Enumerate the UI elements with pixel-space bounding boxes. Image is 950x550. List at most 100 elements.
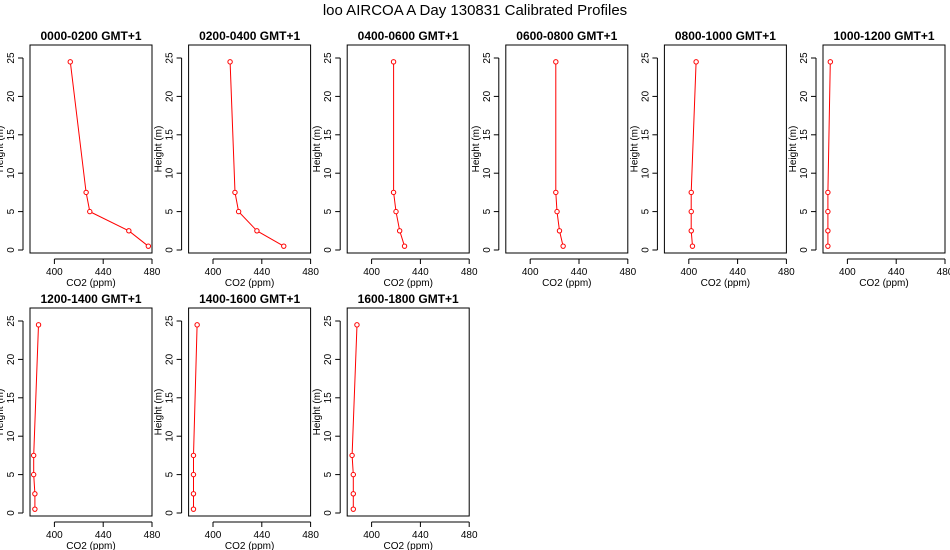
panel-6-data-point bbox=[825, 228, 831, 234]
panel-3-data-point bbox=[401, 243, 408, 249]
panel-5-data-point bbox=[689, 243, 696, 249]
panel-6-x-tick-label: 440 bbox=[888, 267, 905, 278]
panel-7-x-tick-label: 440 bbox=[95, 530, 112, 541]
panel-9-x-tick-label: 440 bbox=[412, 530, 429, 541]
panel-8-x-tick-label: 400 bbox=[205, 530, 222, 541]
panel-4-data-point bbox=[553, 59, 559, 65]
panel-7-frame bbox=[29, 307, 153, 517]
panel-3-frame bbox=[346, 44, 470, 254]
panel-3-y-tick-label: 15 bbox=[323, 129, 334, 141]
panel-3-y-tick-label: 0 bbox=[323, 247, 334, 253]
panel-7-y-tick-label: 0 bbox=[6, 510, 17, 516]
panel-8-title: 1400-1600 GMT+1 bbox=[199, 292, 300, 306]
panel-9-y-tick-label: 10 bbox=[323, 430, 334, 442]
panel-3-y-tick-label: 25 bbox=[323, 52, 334, 64]
panel-8-data-point bbox=[194, 322, 200, 328]
panel-5-data-point bbox=[693, 59, 699, 65]
panel-5-y-tick-label: 15 bbox=[640, 129, 651, 141]
panel-5-x-label: CO2 (ppm) bbox=[701, 278, 750, 289]
panel-5-data-point bbox=[688, 189, 694, 196]
panel-9-y-tick-label: 25 bbox=[323, 315, 334, 327]
panel-1-y-tick-label: 15 bbox=[6, 129, 17, 141]
panel-4-x-tick-label: 480 bbox=[619, 267, 636, 278]
panel-2-profile-line bbox=[229, 61, 285, 247]
panel-9-title: 1600-1800 GMT+1 bbox=[358, 292, 459, 306]
panel-9-data-point bbox=[350, 506, 356, 512]
panel-9-data-point bbox=[350, 471, 356, 478]
panel-7-y-tick-label: 5 bbox=[6, 471, 17, 477]
panel-9-x-tick-label: 400 bbox=[363, 530, 380, 541]
panel-1-title: 0000-0200 GMT+1 bbox=[40, 29, 141, 43]
panel-1-y-tick-label: 5 bbox=[6, 208, 17, 214]
panel-4-y-tick-label: 10 bbox=[482, 167, 493, 179]
panel-6-data-point bbox=[825, 243, 831, 249]
panel-1-y-tick-label: 20 bbox=[6, 90, 17, 102]
panel-4-x-label: CO2 (ppm) bbox=[542, 278, 591, 289]
panel-5-y-tick-label: 5 bbox=[640, 208, 651, 214]
panel-5-y-label: Height (m) bbox=[629, 126, 640, 173]
panel-4-x-tick-label: 400 bbox=[522, 267, 539, 278]
figure-title: loo AIRCOA A Day 130831 Calibrated Profi… bbox=[322, 2, 628, 19]
panel-4-data-point bbox=[556, 228, 563, 234]
panel-7-x-label: CO2 (ppm) bbox=[66, 541, 115, 550]
panel-5-title: 0800-1000 GMT+1 bbox=[675, 29, 776, 43]
panel-4-profile-line bbox=[555, 61, 564, 247]
panel-5-data-point bbox=[688, 208, 694, 215]
panel-2-y-tick-label: 0 bbox=[165, 247, 176, 253]
panel-1-x-label: CO2 (ppm) bbox=[66, 278, 115, 289]
panel-4-y-tick-label: 5 bbox=[482, 208, 493, 214]
panel-2-data-point bbox=[254, 228, 260, 234]
panel-1-data-point bbox=[67, 59, 73, 65]
panel-6-y-tick-label: 15 bbox=[799, 129, 810, 141]
panel-9-profile-line bbox=[351, 324, 358, 510]
panel-5-frame bbox=[663, 44, 787, 254]
panel-4-data-point bbox=[560, 243, 566, 249]
panel-1-data-point bbox=[83, 189, 89, 196]
panel-2-data-point bbox=[235, 208, 242, 215]
panel-8-frame bbox=[188, 307, 312, 517]
panel-7-profile-line bbox=[33, 324, 39, 510]
panel-2-y-tick-label: 5 bbox=[165, 208, 176, 214]
panel-7-x-tick-label: 480 bbox=[144, 530, 161, 541]
panel-5-y-tick-label: 20 bbox=[640, 90, 651, 102]
panel-3-data-point bbox=[390, 189, 397, 196]
panel-7-y-tick-label: 15 bbox=[6, 392, 17, 404]
panel-6-frame bbox=[822, 44, 946, 254]
panel-5-y-tick-label: 25 bbox=[640, 52, 651, 64]
panel-8-y-label: Height (m) bbox=[154, 389, 165, 436]
panel-6-data-point bbox=[825, 208, 831, 215]
panel-3-y-tick-label: 20 bbox=[323, 90, 334, 102]
panel-1-y-tick-label: 10 bbox=[6, 167, 17, 179]
panel-9-y-tick-label: 0 bbox=[323, 510, 334, 516]
panel-5-y-tick-label: 10 bbox=[640, 167, 651, 179]
panel-7-data-point bbox=[32, 506, 38, 512]
panel-3-data-point bbox=[393, 208, 399, 215]
panel-7-data-point bbox=[30, 452, 37, 459]
panel-5-data-point bbox=[688, 228, 694, 234]
panel-8-y-tick-label: 20 bbox=[165, 353, 176, 365]
panel-2-data-point bbox=[227, 59, 233, 65]
panel-4-x-tick-label: 440 bbox=[571, 267, 588, 278]
panel-2-frame bbox=[188, 44, 312, 254]
panel-3-x-label: CO2 (ppm) bbox=[383, 278, 432, 289]
panel-4-title: 0600-0800 GMT+1 bbox=[516, 29, 617, 43]
panel-2-x-tick-label: 440 bbox=[253, 267, 270, 278]
panel-8-data-point bbox=[190, 491, 197, 497]
panel-5-x-tick-label: 400 bbox=[680, 267, 697, 278]
panel-1-data-point bbox=[87, 208, 93, 215]
panel-2-y-label: Height (m) bbox=[154, 126, 165, 173]
panel-6-data-point bbox=[825, 189, 831, 196]
panel-6-title: 1000-1200 GMT+1 bbox=[833, 29, 934, 43]
panel-7-title: 1200-1400 GMT+1 bbox=[40, 292, 141, 306]
panel-1-frame bbox=[29, 44, 153, 254]
panel-2-y-tick-label: 25 bbox=[165, 52, 176, 64]
panel-1-x-tick-label: 440 bbox=[95, 267, 112, 278]
panel-9-y-tick-label: 15 bbox=[323, 392, 334, 404]
panel-3-y-tick-label: 5 bbox=[323, 208, 334, 214]
panel-2-y-tick-label: 10 bbox=[165, 167, 176, 179]
panel-9-data-point bbox=[354, 322, 360, 328]
panel-9-frame bbox=[346, 307, 470, 517]
panel-6-y-tick-label: 20 bbox=[799, 90, 810, 102]
panel-6-y-tick-label: 0 bbox=[799, 247, 810, 253]
panel-8-data-point bbox=[190, 452, 197, 459]
